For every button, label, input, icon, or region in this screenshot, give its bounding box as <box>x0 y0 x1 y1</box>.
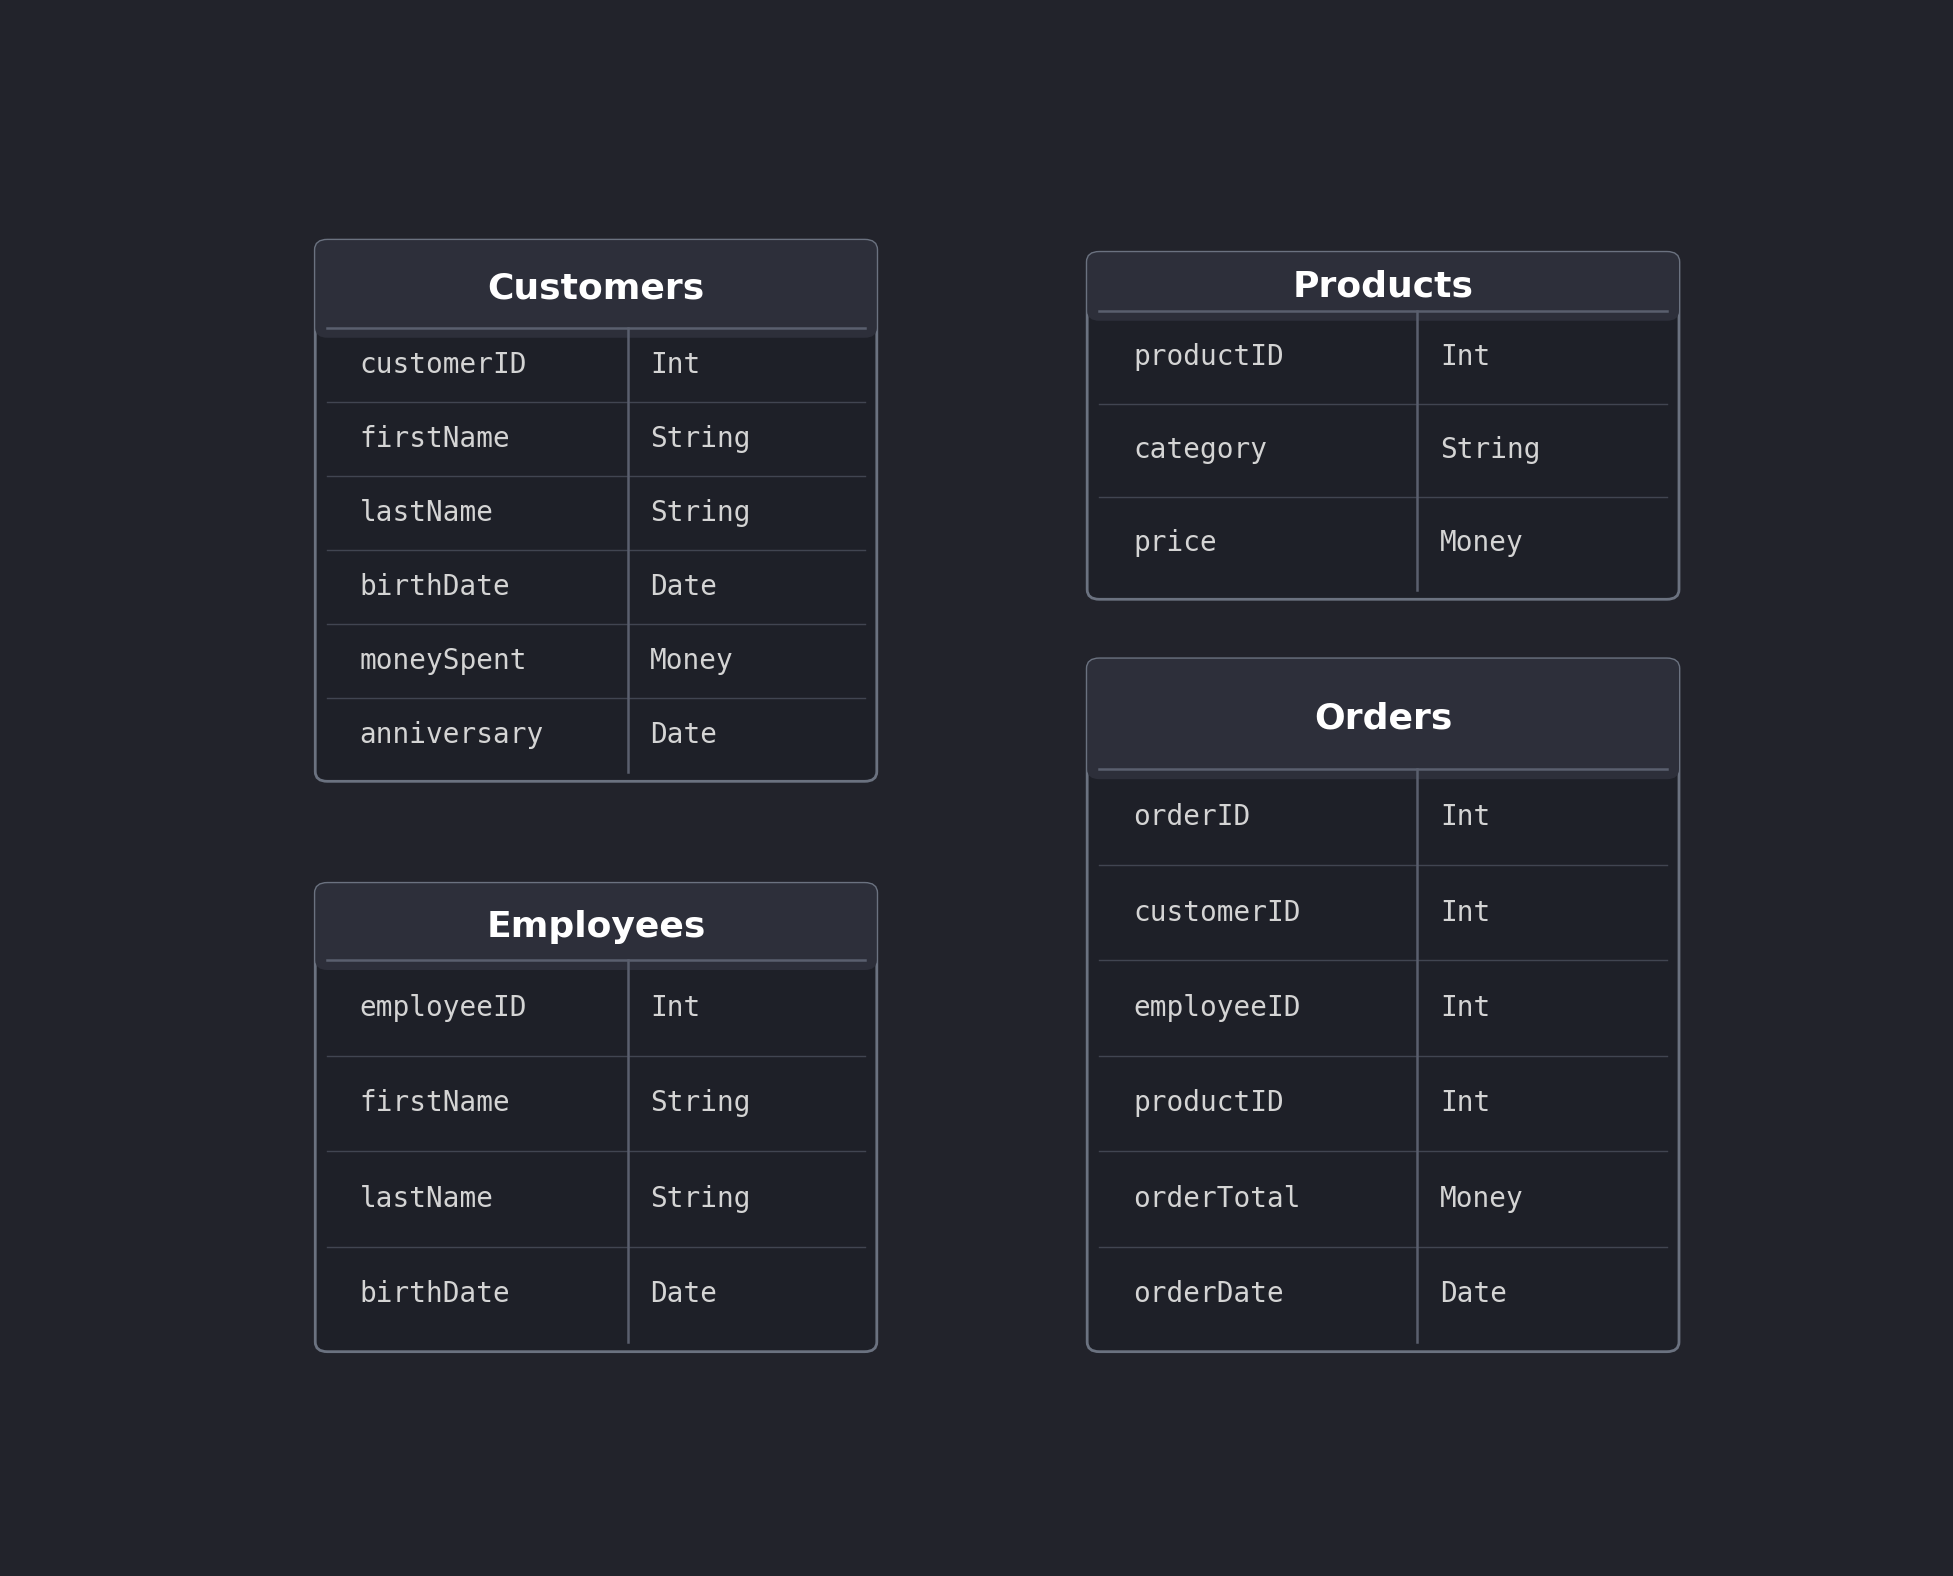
Text: Date: Date <box>650 572 717 600</box>
Text: Int: Int <box>1439 994 1490 1021</box>
Bar <box>328 930 865 960</box>
FancyBboxPatch shape <box>1088 659 1680 1352</box>
Text: Int: Int <box>1439 898 1490 927</box>
Text: lastName: lastName <box>359 1185 494 1214</box>
Text: Int: Int <box>650 994 699 1021</box>
Text: moneySpent: moneySpent <box>359 646 527 675</box>
Text: Int: Int <box>1439 344 1490 372</box>
Text: birthDate: birthDate <box>359 572 510 600</box>
Text: Int: Int <box>650 351 699 380</box>
Text: anniversary: anniversary <box>359 720 543 749</box>
FancyBboxPatch shape <box>1088 252 1680 322</box>
Text: productID: productID <box>1133 1089 1285 1117</box>
Text: String: String <box>650 1089 750 1117</box>
Bar <box>1100 723 1668 769</box>
Text: lastName: lastName <box>359 500 494 526</box>
Text: Date: Date <box>1439 1280 1508 1308</box>
Bar <box>1100 288 1668 310</box>
Text: birthDate: birthDate <box>359 1280 510 1308</box>
FancyBboxPatch shape <box>1088 659 1680 779</box>
Text: Products: Products <box>1293 269 1475 304</box>
Text: customerID: customerID <box>359 351 527 380</box>
FancyBboxPatch shape <box>314 240 877 337</box>
Text: String: String <box>650 500 750 526</box>
Text: String: String <box>650 1185 750 1214</box>
Text: String: String <box>650 426 750 452</box>
FancyBboxPatch shape <box>314 883 877 1352</box>
Text: Date: Date <box>650 1280 717 1308</box>
Text: Date: Date <box>650 720 717 749</box>
Text: orderTotal: orderTotal <box>1133 1185 1301 1214</box>
Text: employeeID: employeeID <box>359 994 527 1021</box>
Text: firstName: firstName <box>359 426 510 452</box>
Text: firstName: firstName <box>359 1089 510 1117</box>
FancyBboxPatch shape <box>314 883 877 969</box>
Text: String: String <box>1439 437 1541 465</box>
FancyBboxPatch shape <box>1088 252 1680 599</box>
Text: employeeID: employeeID <box>1133 994 1301 1021</box>
Text: Money: Money <box>1439 1185 1523 1214</box>
Text: productID: productID <box>1133 344 1285 372</box>
Text: category: category <box>1133 437 1267 465</box>
FancyBboxPatch shape <box>314 240 877 782</box>
Text: Orders: Orders <box>1314 701 1453 736</box>
Text: Money: Money <box>650 646 734 675</box>
Text: Customers: Customers <box>488 273 705 306</box>
Text: Int: Int <box>1439 1089 1490 1117</box>
Text: orderID: orderID <box>1133 804 1250 831</box>
Bar <box>328 293 865 328</box>
Text: orderDate: orderDate <box>1133 1280 1285 1308</box>
Text: Int: Int <box>1439 804 1490 831</box>
Text: Money: Money <box>1439 530 1523 558</box>
Text: price: price <box>1133 530 1217 558</box>
Text: customerID: customerID <box>1133 898 1301 927</box>
Text: Employees: Employees <box>486 909 705 944</box>
